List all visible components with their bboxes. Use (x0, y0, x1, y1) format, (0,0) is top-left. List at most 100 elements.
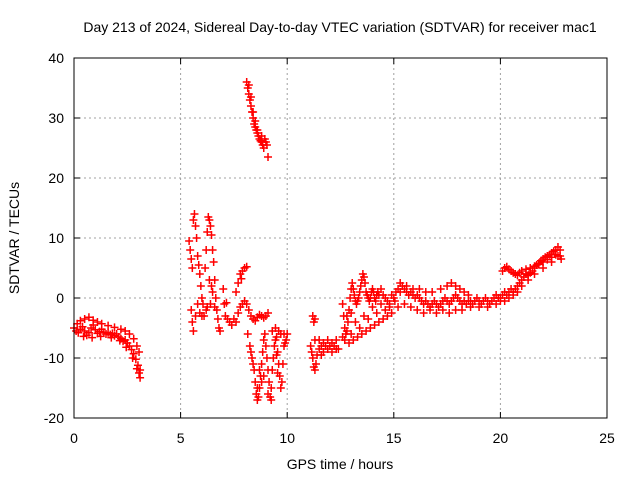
data-point (245, 342, 254, 350)
data-point (377, 300, 386, 308)
data-point (455, 285, 464, 293)
data-point (121, 327, 130, 335)
data-point (268, 366, 277, 374)
data-point (308, 354, 317, 362)
data-point (262, 141, 271, 149)
y-tick-label: 20 (48, 170, 64, 186)
data-point (310, 366, 319, 374)
data-point (129, 349, 138, 358)
data-point (207, 282, 216, 290)
data-point (259, 372, 268, 380)
data-point (213, 315, 222, 323)
data-point (187, 255, 196, 263)
data-point (246, 102, 255, 110)
data-point (509, 291, 518, 299)
data-point (115, 336, 124, 345)
data-point (282, 336, 291, 344)
data-point (310, 315, 319, 323)
data-point (243, 330, 252, 338)
y-axis-label: SDTVAR / TECUs (6, 182, 22, 294)
data-point (195, 270, 204, 278)
data-point (475, 303, 484, 311)
data-point (526, 264, 535, 272)
data-point (194, 261, 203, 269)
data-point (104, 321, 113, 330)
x-tick-label: 20 (493, 430, 509, 446)
data-point (359, 273, 368, 281)
data-point (232, 288, 241, 296)
data-point (513, 288, 522, 296)
data-point (192, 234, 201, 242)
data-point (390, 297, 399, 305)
data-point (371, 297, 380, 305)
grid-lines (74, 58, 607, 418)
data-point (383, 312, 392, 320)
data-point (278, 360, 287, 368)
data-point (394, 303, 403, 311)
data-point (402, 282, 411, 290)
data-point (347, 309, 356, 317)
data-point (306, 342, 315, 350)
data-point (426, 306, 435, 314)
data-point (500, 297, 509, 305)
data-point (359, 312, 368, 320)
data-point (257, 378, 266, 386)
data-point (188, 264, 197, 272)
data-point (255, 366, 264, 374)
data-point (205, 276, 214, 284)
data-point (338, 333, 347, 341)
data-point (246, 93, 255, 101)
data-point (205, 216, 214, 224)
data-point (201, 264, 210, 272)
data-point (186, 246, 195, 254)
data-point (413, 306, 422, 314)
data-point (89, 316, 98, 325)
data-point (248, 354, 257, 362)
data-point (370, 321, 379, 329)
data-point (350, 291, 359, 299)
data-point (272, 351, 281, 359)
data-point (273, 369, 282, 377)
data-point (464, 291, 473, 299)
data-point (203, 303, 212, 311)
data-point (521, 265, 530, 274)
data-point (259, 336, 268, 344)
data-point (517, 267, 526, 275)
data-point (189, 216, 198, 224)
data-point (492, 300, 501, 308)
data-point (283, 330, 292, 338)
data-point (270, 342, 279, 350)
x-tick-label: 0 (70, 430, 78, 446)
data-point (133, 361, 142, 370)
data-point (264, 390, 273, 398)
data-point (196, 282, 205, 290)
data-point (234, 279, 243, 287)
data-point (125, 330, 134, 338)
data-point (264, 153, 273, 161)
data-point (80, 327, 89, 335)
data-point (377, 285, 386, 293)
data-point (258, 348, 267, 356)
data-point (534, 260, 543, 269)
data-point (374, 318, 383, 326)
data-point (209, 258, 218, 266)
data-point (267, 396, 276, 404)
data-point (356, 282, 365, 290)
data-point (232, 318, 241, 326)
data-point (364, 315, 373, 323)
data-point (361, 279, 370, 287)
data-point (191, 222, 200, 230)
data-point (128, 354, 137, 362)
data-point (265, 378, 274, 386)
axis-ticks: 0 5 10 15 20 25 -20 -10 0 10 20 30 40 (44, 50, 615, 446)
data-point (244, 81, 253, 89)
data-point (203, 228, 212, 236)
y-tick-label: 10 (48, 230, 64, 246)
data-point (107, 333, 116, 342)
data-point (116, 325, 125, 334)
data-point (385, 303, 394, 311)
data-point (307, 348, 316, 356)
x-axis-label: GPS time / hours (287, 456, 394, 472)
data-point (73, 319, 82, 328)
data-point (135, 348, 144, 356)
